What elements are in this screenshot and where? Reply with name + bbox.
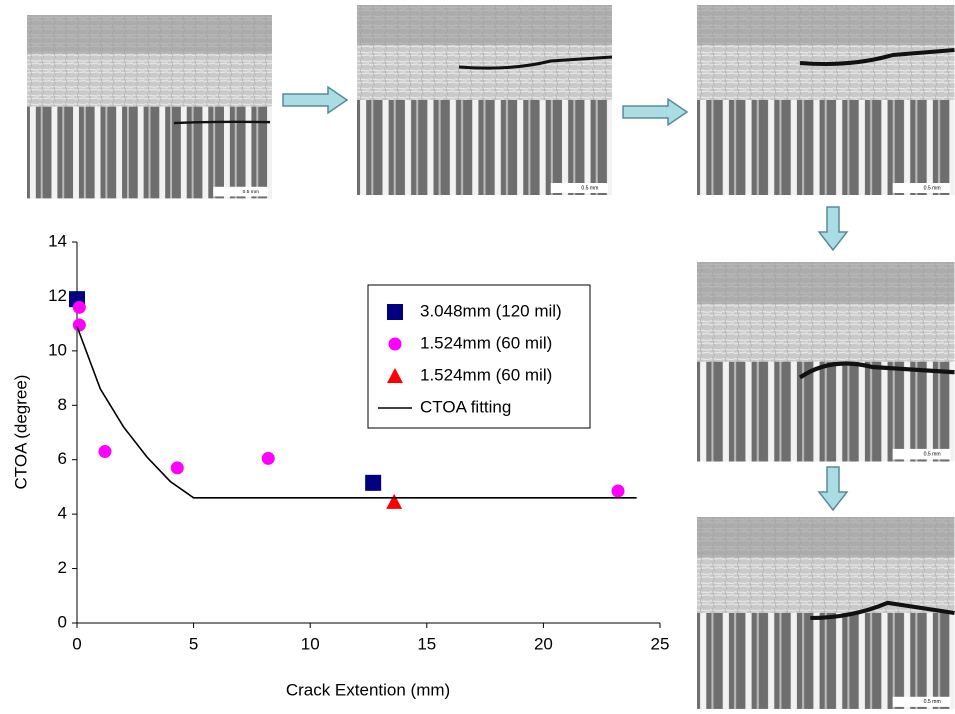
legend-label: CTOA fitting bbox=[420, 397, 511, 416]
x-tick-label: 15 bbox=[417, 634, 436, 653]
circle-point bbox=[261, 451, 275, 465]
legend-swatch bbox=[387, 304, 403, 320]
chart: CTOA (degree) Crack Extention (mm) 0 2 4 6 8… bbox=[11, 231, 669, 699]
micrograph: 0.5 mm bbox=[697, 517, 955, 709]
legend-swatch bbox=[388, 337, 402, 351]
scale-bar-label: 0.5 mm bbox=[924, 451, 941, 457]
x-tick-label: 25 bbox=[651, 634, 670, 653]
y-tick-label: 10 bbox=[48, 340, 67, 359]
x-tick-label: 20 bbox=[534, 634, 553, 653]
circle-point bbox=[611, 484, 625, 498]
fit-line bbox=[76, 326, 637, 499]
y-tick-label: 14 bbox=[48, 231, 67, 250]
micrographs: 0.5 mm 0.5 mm 0.5 mm 0.5 mm 0.5 mm bbox=[27, 5, 955, 709]
scale-bar-label: 0.5 mm bbox=[924, 699, 941, 705]
circle-point bbox=[72, 300, 86, 314]
micrograph: 0.5 mm bbox=[697, 5, 955, 195]
x-axis-title: Crack Extention (mm) bbox=[286, 680, 450, 699]
legend bbox=[367, 284, 591, 429]
micrograph: 0.5 mm bbox=[27, 15, 272, 199]
y-axis-title: CTOA (degree) bbox=[11, 375, 30, 490]
legend-label: 1.524mm (60 mil) bbox=[420, 365, 552, 384]
circle-point bbox=[72, 318, 86, 332]
y-tick-label: 8 bbox=[58, 395, 67, 414]
x-tick-label: 0 bbox=[72, 634, 81, 653]
x-tick-label: 5 bbox=[189, 634, 198, 653]
scale-bar-label: 0.5 mm bbox=[924, 185, 941, 191]
y-tick-label: 6 bbox=[58, 449, 67, 468]
square-point bbox=[365, 474, 382, 491]
y-tick-label: 0 bbox=[58, 612, 67, 631]
legend-swatch bbox=[387, 368, 403, 383]
triangle-point bbox=[386, 493, 403, 509]
micrograph: 0.5 mm bbox=[357, 5, 613, 195]
legend-label: 1.524mm (60 mil) bbox=[420, 333, 552, 352]
y-tick-label: 2 bbox=[58, 558, 67, 577]
y-tick-label: 4 bbox=[58, 504, 67, 523]
scale-bar-label: 0.5 mm bbox=[581, 185, 598, 191]
x-tick-label: 10 bbox=[301, 634, 320, 653]
y-tick-label: 12 bbox=[48, 286, 67, 305]
legend-label: 3.048mm (120 mil) bbox=[420, 301, 562, 320]
circle-point bbox=[98, 445, 112, 459]
circle-point bbox=[170, 461, 184, 475]
scale-bar-label: 0.5 mm bbox=[243, 189, 259, 195]
micrograph: 0.5 mm bbox=[697, 262, 955, 462]
